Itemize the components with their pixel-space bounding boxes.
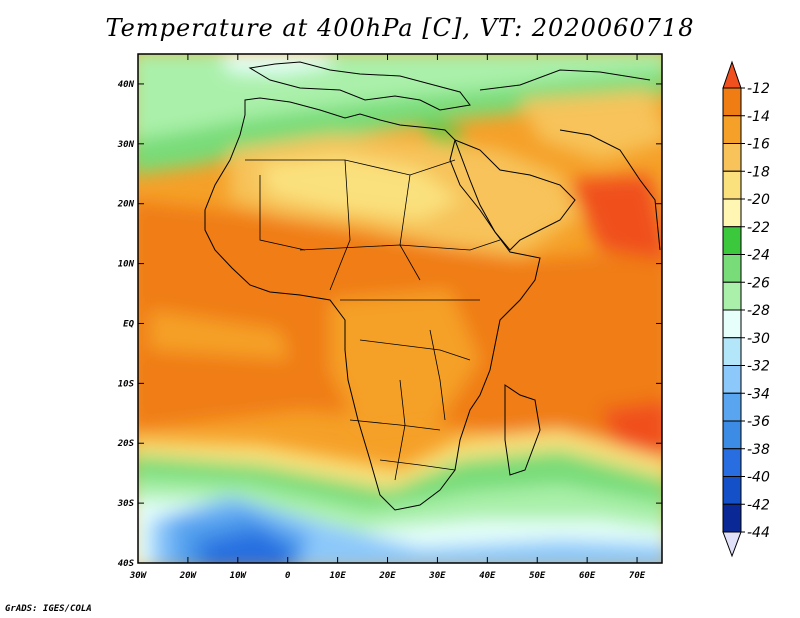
colorbar-swatch [722,115,742,144]
colorbar: -12 -14 -16 -18 -20 -22 -24 -26 -28 -30 -32 -34 -36 -… [722,60,770,558]
lon-tick-label: 30E [428,571,446,581]
chart-title: Temperature at 400hPa [C], VT: 202006071… [105,14,695,42]
lon-tick-label: 0 [285,571,291,581]
lon-tick-label: 10E [329,571,346,581]
lat-tick-label: 10S [118,379,135,389]
colorbar-label: -38 [747,442,770,458]
colorbar-swatch [722,337,742,366]
colorbar-top-arrow [722,60,742,89]
colorbar-label: -30 [747,331,770,347]
lon-tick-label: 20E [378,571,396,581]
lon-tick-label: 70E [629,571,646,581]
colorbar-swatch [722,254,742,283]
colorbar-swatch [722,198,742,228]
colorbar-label: -32 [747,359,770,375]
lat-tick-label: EQ [123,319,134,329]
colorbar-swatch [722,365,742,394]
colorbar-swatch [722,448,742,477]
lon-tick-label: 40E [479,571,496,581]
lat-tick-label: 40S [118,559,135,569]
colorbar-label: -40 [747,470,770,486]
colorbar-swatch [722,420,742,450]
colorbar-label: -44 [747,525,770,541]
lon-tick-label: 10W [230,571,248,581]
colorbar-label: -28 [747,303,770,319]
colorbar-swatch [722,170,742,200]
lon-tick-label: 60E [579,571,596,581]
lon-tick-label: 30W [129,571,148,581]
lat-tick-label: 40N [118,80,135,90]
colorbar-swatch [722,476,742,505]
colorbar-label: -18 [747,164,770,180]
colorbar-swatch [722,226,742,255]
colorbar-label: -16 [747,137,770,153]
colorbar-bottom-arrow [722,531,742,558]
colorbar-label: -22 [747,220,770,236]
colorbar-label: -12 [747,81,770,97]
credit-text: GrADS: IGES/COLA [5,604,92,614]
colorbar-swatch [722,281,742,311]
lon-tick-label: 50E [529,571,546,581]
lat-tick-label: 30S [117,499,135,509]
lat-tick-label: 10N [118,260,135,270]
map-axes: 30W 20W 10W 0 10E 20E 30E 40E 50E 60E 70E 40S 30S 20S… [117,54,662,581]
colorbar-swatch [722,392,742,422]
lat-tick-label: 30N [117,140,135,150]
colorbar-swatch [722,309,742,339]
lat-tick-label: 20S [117,439,135,449]
temperature-field [138,54,662,563]
country-borders [245,159,501,481]
colorbar-swatch [722,143,742,172]
plot-frame [137,53,663,564]
colorbar-label: -36 [747,414,770,430]
lat-tick-label: 20N [117,200,135,210]
colorbar-label: -24 [747,248,770,264]
colorbar-label: -20 [747,192,770,208]
lon-tick-label: 20W [179,571,198,581]
colorbar-swatch [722,87,742,117]
coastlines [204,61,661,511]
colorbar-label: -34 [747,386,770,402]
colorbar-label: -14 [747,109,770,125]
colorbar-label: -26 [747,275,770,291]
colorbar-swatch [722,503,742,533]
colorbar-label: -42 [747,497,770,513]
